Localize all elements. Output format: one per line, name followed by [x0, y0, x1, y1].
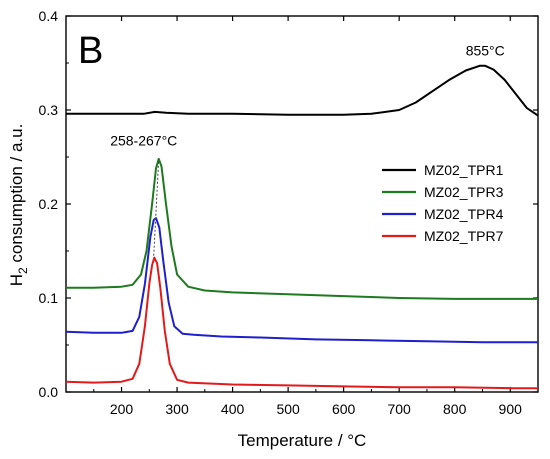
x-tick-label: 600: [332, 401, 356, 417]
legend-label: MZ02_TPR1: [424, 162, 504, 178]
panel-label: B: [78, 30, 103, 72]
x-tick-label: 800: [443, 401, 467, 417]
x-axis-ticks: 200 300 400 500 600 700 800 900: [93, 16, 523, 417]
peak-reference-line: [153, 158, 160, 256]
y-tick-label: 0.3: [39, 102, 59, 118]
legend: MZ02_TPR1 MZ02_TPR3 MZ02_TPR4 MZ02_TPR7: [382, 162, 504, 244]
series-layer: [65, 64, 539, 390]
x-axis-title: Temperature / °C: [238, 431, 367, 450]
series-line-mz02-tpr3: [66, 157, 538, 300]
y-axis-title-subscript: 2: [16, 267, 30, 274]
y-axis-title-rest: consumption / a.u.: [7, 124, 26, 268]
x-tick-label: 700: [387, 401, 411, 417]
y-tick-label: 0.0: [39, 384, 59, 400]
annotations: 855°C 258-267°C: [110, 42, 505, 148]
series-line-mz02-tpr7: [65, 256, 538, 390]
y-tick-label: 0.1: [39, 290, 59, 306]
plot-frame: [65, 15, 539, 393]
y-tick-label: 0.2: [39, 196, 59, 212]
x-tick-label: 900: [499, 401, 523, 417]
x-tick-label: 300: [165, 401, 189, 417]
legend-label: MZ02_TPR7: [424, 228, 504, 244]
annotation-label: 258-267°C: [110, 133, 177, 149]
series-line-mz02-tpr1: [66, 64, 539, 117]
x-tick-label: 500: [276, 401, 300, 417]
y-axis-title: H2 consumption / a.u.: [7, 124, 30, 287]
y-tick-label: 0.4: [39, 8, 59, 24]
legend-label: MZ02_TPR3: [424, 184, 504, 200]
x-tick-label: 400: [221, 401, 245, 417]
x-tick-label: 200: [110, 401, 134, 417]
y-axis-title-h: H: [7, 274, 26, 286]
series-line-mz02-tpr4: [65, 217, 538, 344]
legend-label: MZ02_TPR4: [424, 206, 504, 222]
y-axis-ticks: 0.0 0.1 0.2 0.3 0.4: [39, 8, 538, 400]
annotation-label: 855°C: [466, 42, 505, 58]
